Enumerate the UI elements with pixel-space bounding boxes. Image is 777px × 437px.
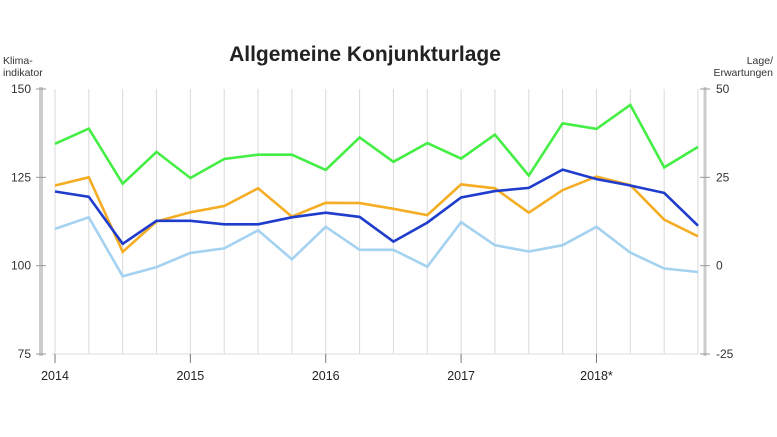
left-axis-tick-label: 150 (11, 82, 31, 96)
x-axis-tick-label: 2017 (447, 369, 475, 383)
series-line-4 (54, 215, 699, 278)
right-axis-caption-line2: Erwartungen (713, 67, 773, 79)
axes (36, 87, 710, 363)
series-lines (54, 102, 699, 278)
series-line-1 (54, 102, 699, 186)
left-axis-tick-label: 75 (18, 347, 32, 361)
series-line-2 (54, 175, 699, 255)
x-axis-tick-label: 2016 (312, 369, 340, 383)
left-axis-tick-label: 100 (11, 259, 31, 273)
grid (54, 89, 699, 354)
x-axis-tick-label: 2014 (41, 369, 69, 383)
left-axis-caption-line2: indikator (3, 67, 43, 79)
series-line-3 (54, 168, 699, 246)
right-axis-tick-label: 50 (716, 82, 730, 96)
x-axis-tick-label: 2015 (176, 369, 204, 383)
left-axis-caption-line1: Klima- (3, 55, 33, 67)
right-axis-tick-label: 0 (716, 259, 723, 273)
chart-title: Allgemeine Konjunkturlage (229, 43, 501, 66)
x-axis-tick-label: 2018* (580, 369, 613, 383)
left-axis-tick-label: 125 (11, 170, 31, 184)
tick-labels: 150 125 100 75 50 25 0 -25 2014 2015 2016 2017 2018* (11, 82, 734, 383)
right-axis-caption-line1: Lage/ (747, 55, 773, 67)
right-axis-tick-label: -25 (716, 347, 734, 361)
right-axis-tick-label: 25 (716, 170, 730, 184)
